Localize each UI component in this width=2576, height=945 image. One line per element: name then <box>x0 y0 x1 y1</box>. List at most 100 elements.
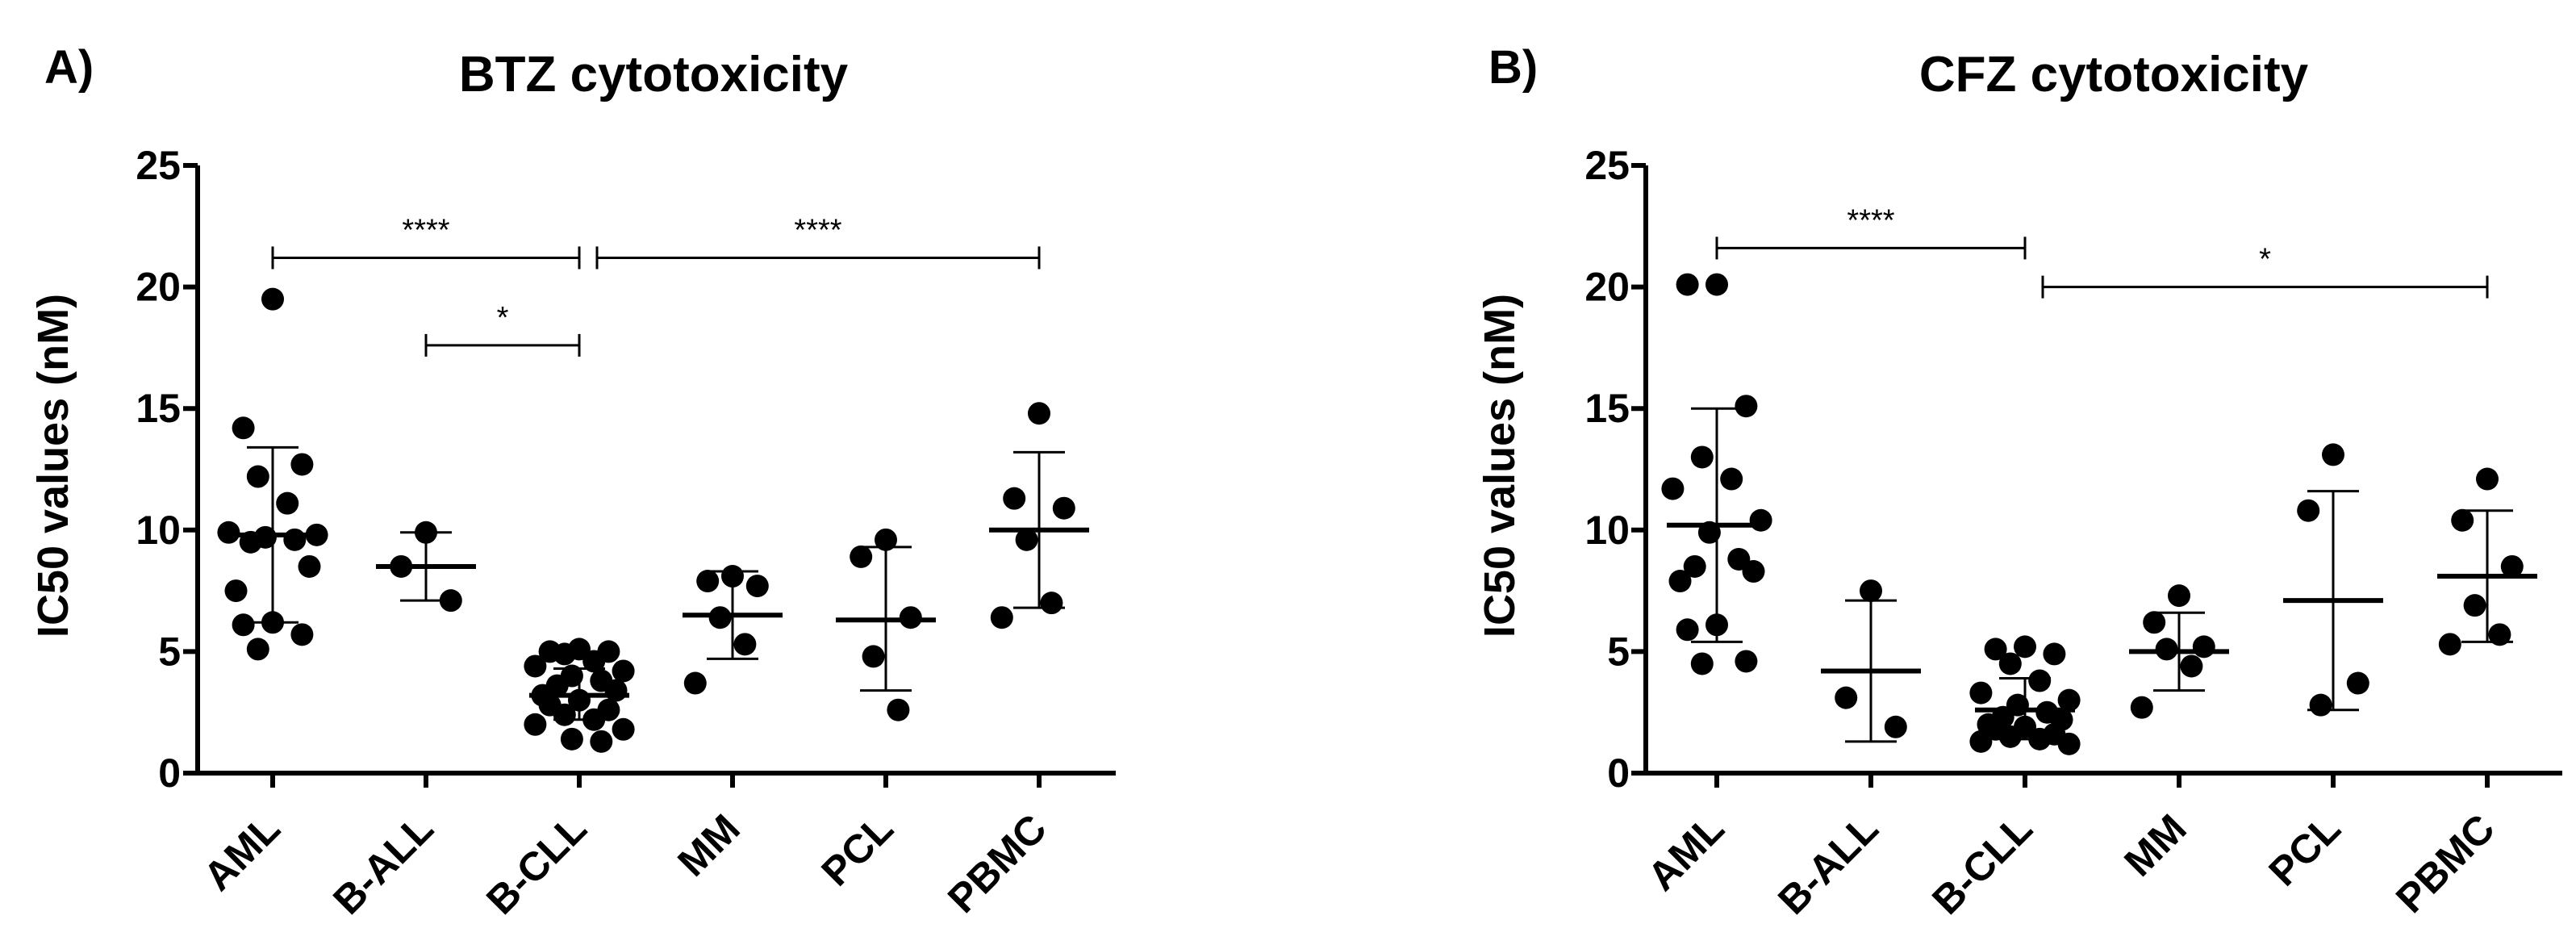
data-point <box>246 465 269 488</box>
x-tick-label: AML <box>195 805 289 899</box>
data-point <box>990 606 1013 629</box>
significance-label: * <box>497 301 509 335</box>
data-point <box>1003 487 1026 510</box>
data-point <box>850 545 873 568</box>
data-point <box>582 650 606 673</box>
data-point <box>553 642 576 666</box>
data-point <box>1040 592 1063 615</box>
data-point <box>568 688 591 712</box>
data-point <box>305 523 328 546</box>
data-point <box>261 287 284 311</box>
data-point <box>390 554 413 578</box>
data-point <box>1860 579 1882 603</box>
group-b-all <box>1821 579 1921 743</box>
x-tick-label: MM <box>669 805 749 885</box>
significance-label: **** <box>402 213 449 247</box>
data-point <box>290 623 314 646</box>
data-point <box>1661 477 1685 500</box>
data-point <box>298 554 321 578</box>
x-tick-label: PCL <box>812 805 901 894</box>
data-point <box>2451 508 2474 532</box>
data-point <box>1998 725 2022 748</box>
y-tick-label: 15 <box>136 386 181 431</box>
data-point <box>224 579 248 603</box>
data-point <box>1884 715 1907 738</box>
y-tick-label: 5 <box>158 629 181 674</box>
data-point <box>887 698 910 721</box>
data-point <box>1742 560 1765 583</box>
data-point <box>232 613 255 637</box>
x-tick-label: B-ALL <box>324 805 442 923</box>
chart-title: BTZ cytotoxicity <box>459 47 849 102</box>
y-axis-label: IC50 values (nM) <box>1476 294 1524 638</box>
data-point <box>1749 508 1772 532</box>
data-point <box>2476 467 2499 491</box>
data-point <box>721 565 744 588</box>
data-point <box>696 570 720 593</box>
data-point <box>683 671 707 695</box>
data-point <box>2488 623 2511 646</box>
x-tick-label: B-ALL <box>1769 805 1887 923</box>
data-point <box>1735 395 1758 418</box>
group-pcl <box>836 528 936 721</box>
data-point <box>590 730 613 753</box>
x-tick-label: PCL <box>2260 805 2348 894</box>
data-point <box>733 633 757 656</box>
data-point <box>604 679 628 702</box>
significance-bracket: * <box>2041 243 2489 299</box>
data-point <box>2463 594 2486 617</box>
data-point <box>2043 642 2066 666</box>
data-point <box>745 575 769 598</box>
data-point <box>862 645 885 668</box>
x-tick-label: B-CLL <box>478 805 595 923</box>
panel-label: A) <box>44 41 94 94</box>
y-tick-label: 10 <box>136 508 181 553</box>
y-tick-label: 10 <box>1584 508 1630 553</box>
data-point <box>1969 730 1993 753</box>
data-point <box>899 606 922 629</box>
data-point <box>1835 686 1858 709</box>
significance-bracket: **** <box>595 213 1041 270</box>
group-pcl <box>2283 443 2383 717</box>
y-tick-label: 20 <box>1584 265 1630 310</box>
data-point <box>612 659 635 683</box>
group-mm <box>683 565 783 695</box>
data-point <box>2057 732 2081 755</box>
data-point <box>1052 496 1075 520</box>
data-point <box>875 528 897 551</box>
data-point <box>1735 650 1758 673</box>
group-b-cll <box>524 638 635 753</box>
significance-bracket: **** <box>1715 203 2027 260</box>
data-point <box>261 611 284 634</box>
data-point <box>2130 696 2153 719</box>
group-mm <box>2129 584 2229 719</box>
data-point <box>582 708 606 731</box>
y-tick-label: 5 <box>1607 629 1630 674</box>
data-point <box>283 528 307 551</box>
data-point <box>2309 693 2332 717</box>
data-point <box>1984 638 2007 661</box>
x-tick-label: AML <box>1639 805 1733 899</box>
data-point <box>239 530 262 554</box>
data-point <box>524 654 547 678</box>
x-tick-label: PBMC <box>939 805 1055 922</box>
data-point <box>524 713 547 736</box>
group-aml <box>1661 273 1772 675</box>
group-b-all <box>376 521 476 613</box>
data-point <box>1706 273 1728 296</box>
data-point <box>1676 618 1699 642</box>
panel-b: B) CFZ cytotoxicity IC50 values (nM) 0 5 1… <box>1476 41 2562 923</box>
data-point <box>560 727 583 751</box>
x-tick-label: PBMC <box>2387 805 2503 922</box>
data-point <box>2168 584 2190 608</box>
significance-bracket: * <box>424 301 581 357</box>
y-tick-label: 15 <box>1584 386 1630 431</box>
y-tick-label: 25 <box>136 143 181 188</box>
data-point <box>2322 443 2344 466</box>
data-point <box>553 703 576 726</box>
significance-label: * <box>2259 243 2271 277</box>
x-tick-label: B-CLL <box>1923 805 2041 923</box>
